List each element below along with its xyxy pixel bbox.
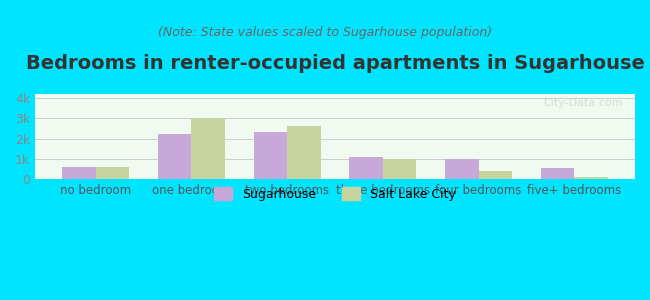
Bar [96, 167, 129, 179]
Bar [349, 157, 383, 179]
Text: City-Data.com: City-Data.com [543, 98, 623, 108]
Bar [574, 177, 608, 179]
Bar [192, 118, 225, 179]
Bar [62, 167, 96, 179]
Title: Bedrooms in renter-occupied apartments in Sugarhouse: Bedrooms in renter-occupied apartments i… [25, 54, 644, 73]
Bar [254, 132, 287, 179]
Bar [541, 168, 574, 179]
Text: (Note: State values scaled to Sugarhouse population): (Note: State values scaled to Sugarhouse… [158, 26, 492, 39]
Bar [287, 125, 320, 179]
Legend: Sugarhouse, Salt Lake City: Sugarhouse, Salt Lake City [209, 182, 462, 206]
Bar [158, 134, 192, 179]
Bar [445, 159, 478, 179]
Bar [478, 171, 512, 179]
Bar [383, 159, 417, 179]
